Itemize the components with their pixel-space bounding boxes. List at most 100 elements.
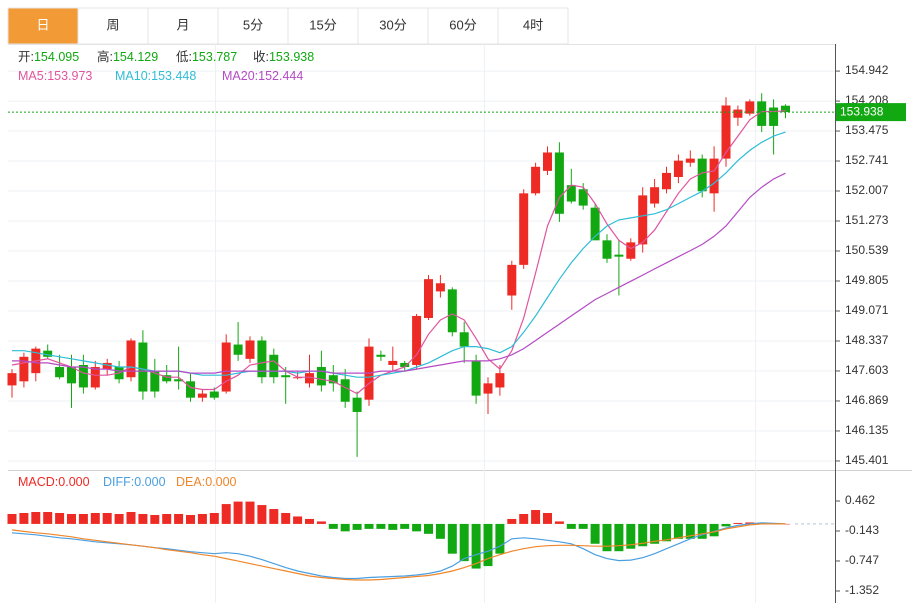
ma-line — [12, 131, 786, 378]
candle-body — [709, 158, 719, 194]
macd-bar — [114, 513, 124, 524]
candle-body — [757, 101, 767, 126]
y-tick-label: 153.475 — [845, 123, 889, 137]
y-tick-label: 154.942 — [845, 63, 889, 77]
macd-bar — [364, 523, 374, 529]
macd-bar — [614, 523, 624, 552]
y-tick-label: -0.747 — [845, 553, 879, 567]
macd-bar — [685, 523, 695, 539]
y-tick-label: 146.135 — [845, 423, 889, 437]
macd-bar — [721, 523, 731, 527]
macd-bar — [471, 523, 481, 569]
macd-bar — [150, 514, 160, 524]
macd-bar — [697, 523, 707, 539]
macd-bar — [233, 501, 243, 524]
tab-label[interactable]: 15分 — [309, 17, 336, 32]
macd-bar — [209, 513, 219, 524]
candle-body — [519, 193, 529, 265]
candle-body — [138, 342, 148, 392]
tab[interactable] — [427, 7, 499, 45]
macd-bar — [31, 512, 41, 524]
macd-bar — [186, 514, 195, 524]
macd-bar — [709, 523, 719, 537]
candle-body — [447, 289, 457, 333]
candle-body — [733, 109, 743, 118]
macd-bar — [7, 513, 17, 524]
tab-label[interactable]: 30分 — [379, 17, 406, 32]
macd-bar — [638, 523, 648, 547]
candle-body — [602, 240, 612, 259]
legend-name: 高: — [97, 49, 113, 64]
legend-name: MA10: — [115, 69, 151, 83]
candle-body — [19, 356, 29, 382]
candle-body — [174, 379, 184, 382]
candle-body — [305, 373, 314, 384]
macd-bar — [412, 523, 422, 532]
macd-bar — [507, 518, 517, 524]
candle-body — [471, 360, 481, 396]
y-tick-label: 145.401 — [845, 453, 889, 467]
legend-item: MACD:0.000 — [18, 475, 90, 489]
macd-bar — [55, 513, 65, 524]
legend-name: MA20: — [222, 69, 258, 83]
legend-value: 0.000 — [58, 475, 89, 489]
macd-bar — [626, 523, 636, 549]
legend-item: DIFF:0.000 — [103, 475, 166, 489]
candle-body — [257, 340, 267, 378]
macd-bar — [400, 523, 410, 529]
tab-label[interactable]: 5分 — [243, 17, 263, 32]
macd-bar — [305, 518, 314, 524]
macd-bar — [531, 510, 541, 524]
candle-body — [340, 379, 350, 402]
candle-body — [102, 362, 112, 370]
macd-bar — [566, 523, 576, 529]
macd-bar — [662, 523, 671, 542]
legend-item: 高:154.129 — [97, 49, 158, 64]
candle-body — [67, 367, 76, 384]
tab[interactable] — [497, 7, 569, 45]
y-tick-label: 0.462 — [845, 493, 875, 507]
legend-name: 低: — [176, 50, 192, 64]
macd-bar — [650, 523, 660, 544]
candle-body — [43, 350, 53, 357]
candle-body — [150, 371, 160, 392]
macd-bar — [459, 523, 469, 562]
candle-body — [328, 375, 338, 384]
legend-name: DEA: — [176, 475, 205, 489]
candle-body — [316, 367, 326, 386]
candle-body — [424, 279, 433, 318]
tab-label[interactable]: 月 — [176, 17, 189, 32]
macd-bar — [67, 513, 76, 524]
legend-value: 153.938 — [269, 50, 314, 64]
macd-bar — [602, 523, 612, 552]
candle-body — [221, 342, 231, 392]
macd-bar — [19, 513, 29, 524]
candle-body — [590, 207, 600, 241]
macd-bar — [90, 513, 100, 524]
last-price-box — [836, 103, 906, 122]
candle-body — [650, 187, 660, 204]
macd-bar — [293, 516, 303, 524]
tab-label[interactable]: 周 — [106, 17, 119, 32]
tab-label[interactable]: 60分 — [449, 17, 476, 32]
macd-bar — [316, 521, 326, 524]
ma-line — [12, 172, 786, 374]
tab[interactable] — [7, 7, 79, 45]
macd-bar — [495, 523, 505, 554]
tab[interactable] — [217, 7, 289, 45]
last-price-label: 153.938 — [840, 104, 884, 118]
legend-value: 152.444 — [258, 69, 303, 83]
candle-body — [388, 360, 398, 365]
macd-bar — [590, 523, 600, 544]
legend-name: MACD: — [18, 475, 58, 489]
tab-label[interactable]: 4时 — [523, 17, 543, 32]
y-tick-label: -1.352 — [845, 583, 879, 597]
macd-bar — [376, 523, 386, 529]
candle-body — [400, 362, 410, 368]
candle-body — [7, 373, 17, 386]
tab-label[interactable]: 日 — [36, 17, 49, 32]
candle-body — [769, 107, 779, 126]
macd-bar — [745, 522, 755, 524]
